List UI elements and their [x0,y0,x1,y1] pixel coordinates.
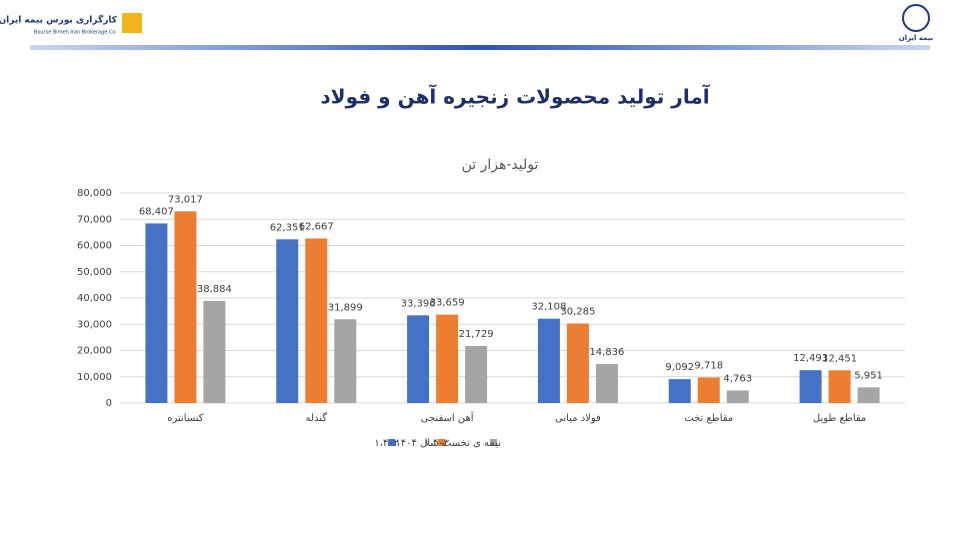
data-label: 33,396 [401,298,436,309]
data-label: 33,659 [430,298,465,309]
bar [436,314,459,403]
legend-label: نیمه ی نخست سال ۱۴۰۴ [395,438,501,449]
data-label: 62,351 [270,222,305,233]
data-label: 38,884 [197,284,232,295]
bar [537,318,560,403]
x-tick-label: مقاطع طویل [813,413,866,424]
y-tick-label: 0 [106,398,112,409]
bar [828,370,851,403]
data-label: 62,667 [299,221,334,232]
chart-title: تولید-هزار تن [462,157,539,173]
bar [726,390,749,403]
legend-label: ۱،۴۰۳ [424,438,449,449]
y-tick-label: 50,000 [77,267,112,278]
bar [799,370,822,403]
data-label: 5,951 [854,370,883,381]
y-tick-label: 10,000 [77,372,112,383]
y-tick-label: 30,000 [77,319,112,330]
data-label: 9,092 [665,362,694,373]
company-logo [122,13,142,33]
bar [465,345,488,403]
right-logo-text: بیمه ایران [899,34,934,42]
bar [857,387,880,403]
y-tick-label: 60,000 [77,241,112,252]
data-label: 68,407 [139,206,174,217]
y-tick-label: 40,000 [77,293,112,304]
data-label: 21,729 [459,329,494,340]
insurer-logo [902,4,930,32]
bar [203,300,226,403]
bar [174,211,197,403]
legend-swatch [490,439,497,446]
y-tick-label: 20,000 [77,346,112,357]
data-label: 4,763 [723,373,752,384]
data-label: 73,017 [168,194,203,205]
bar [566,323,589,403]
legend-swatch [438,439,445,446]
data-label: 12,451 [822,353,857,364]
x-tick-label: فولاد میانی [555,413,601,424]
data-label: 14,836 [589,347,624,358]
bar [407,315,430,403]
logo-text: کارگزاری بورس بیمه ایران [0,14,118,26]
logo-subtitle: Bourse Bimeh Iran Brokerage Co. [34,30,118,36]
y-tick-label: 70,000 [77,214,112,225]
y-tick-label: 80,000 [77,188,112,199]
x-tick-label: مقاطع تخت [684,413,733,424]
data-label: 12,493 [793,353,828,364]
bar [334,319,357,403]
data-label: 9,718 [694,360,723,371]
bar [145,223,168,403]
bar [276,239,299,403]
data-label: 31,899 [328,302,363,313]
bar [697,377,720,403]
data-label: 32,108 [531,302,566,313]
legend-label: ۱،۴۰۲ [374,438,399,449]
slide-title: آمار تولید محصولات زنجیره آهن و فولاد [320,84,710,109]
x-tick-label: گندله [306,412,328,424]
x-tick-label: کنسانتره [167,413,204,424]
x-tick-label: آهن اسفنجی [421,411,475,424]
header-band [30,45,930,50]
legend-swatch [388,439,395,446]
bar [595,364,618,403]
bar [305,238,328,403]
data-label: 30,285 [560,307,595,318]
bar [668,379,691,403]
